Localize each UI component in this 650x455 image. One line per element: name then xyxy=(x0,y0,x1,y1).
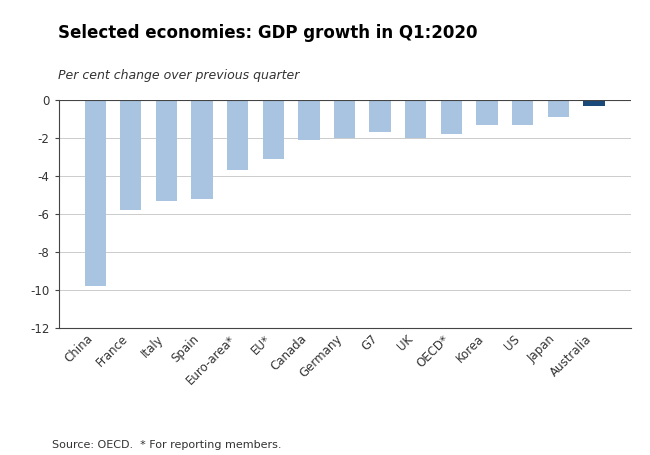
Bar xyxy=(512,100,533,125)
Bar xyxy=(334,100,355,138)
Bar xyxy=(227,100,248,170)
Bar xyxy=(547,100,569,117)
Bar xyxy=(84,100,106,286)
Bar xyxy=(191,100,213,199)
Text: Source: OECD.  * For reporting members.: Source: OECD. * For reporting members. xyxy=(52,440,281,450)
Bar xyxy=(156,100,177,201)
Bar xyxy=(583,100,605,106)
Bar xyxy=(369,100,391,132)
Bar xyxy=(441,100,462,134)
Text: Per cent change over previous quarter: Per cent change over previous quarter xyxy=(58,69,300,82)
Bar xyxy=(120,100,142,210)
Bar xyxy=(405,100,426,138)
Bar xyxy=(298,100,320,140)
Text: Selected economies: GDP growth in Q1:2020: Selected economies: GDP growth in Q1:202… xyxy=(58,24,478,41)
Bar xyxy=(476,100,498,125)
Bar xyxy=(263,100,284,159)
